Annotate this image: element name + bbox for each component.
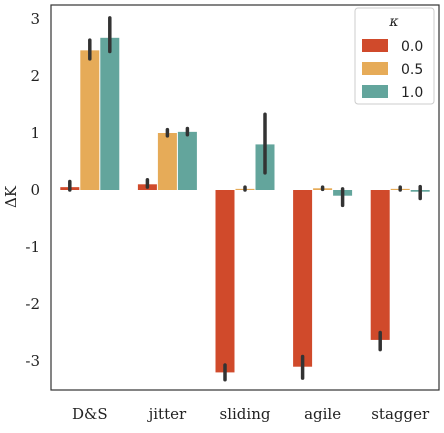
x-tick-label-4: agile — [304, 405, 341, 423]
y-tick-label-7: -3 — [25, 352, 40, 370]
plot-frame — [50, 4, 440, 391]
error-bars-layer — [68, 16, 422, 382]
x-ticks: D&S jitter sliding agile stagger — [72, 405, 430, 423]
bar-4-series-1 — [293, 190, 313, 367]
bar-2-series-3 — [177, 131, 197, 190]
y-ticks: 3 2 1 0 -1 -2 -3 — [25, 10, 40, 370]
legend-swatch-3 — [362, 85, 388, 98]
legend-label-2: 0.5 — [401, 62, 423, 78]
x-tick-label-1: D&S — [72, 405, 108, 423]
legend-swatch-1 — [362, 39, 388, 52]
y-tick-label-6: -2 — [25, 295, 40, 313]
bar-1-series-2 — [80, 50, 100, 190]
y-tick-label-2: 2 — [30, 67, 40, 85]
x-tick-label-5: stagger — [371, 405, 430, 423]
bar-2-series-2 — [157, 133, 177, 190]
y-tick-label-4: 0 — [30, 181, 40, 199]
y-tick-label-5: -1 — [25, 238, 40, 256]
bar-3-series-1 — [215, 190, 235, 373]
legend: κ 0.0 0.5 1.0 — [354, 7, 435, 105]
x-tick-label-3: sliding — [220, 405, 271, 423]
legend-label-1: 0.0 — [401, 39, 423, 55]
bar-1-series-3 — [100, 37, 120, 191]
y-axis-label: ΔK — [2, 185, 20, 208]
legend-title: κ — [388, 14, 398, 30]
legend-swatch-2 — [362, 62, 388, 75]
y-tick-label-3: 1 — [30, 124, 40, 142]
bar-5-series-1 — [370, 190, 390, 340]
x-tick-label-2: jitter — [147, 405, 187, 423]
legend-box — [354, 7, 435, 105]
legend-items: 0.0 0.5 1.0 — [362, 39, 423, 101]
legend-label-3: 1.0 — [401, 85, 423, 101]
y-tick-label-1: 3 — [30, 10, 40, 28]
